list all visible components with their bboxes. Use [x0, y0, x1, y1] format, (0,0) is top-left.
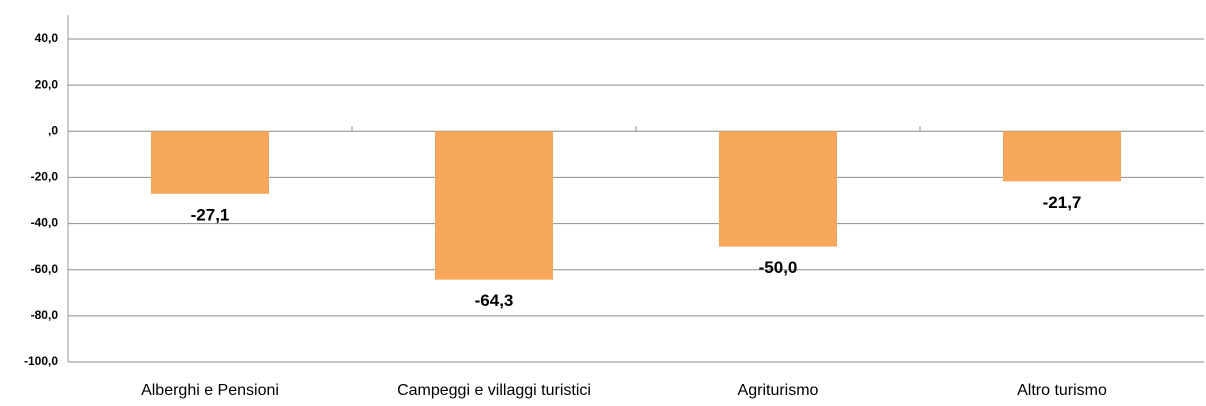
- x-tick-label: Campeggi e villaggi turistici: [397, 382, 591, 399]
- y-tick-label: -80,0: [31, 308, 59, 322]
- y-tick-label: -20,0: [31, 170, 59, 184]
- value-label: -64,3: [475, 291, 514, 310]
- y-tick-label: 40,0: [35, 31, 59, 45]
- bar: [151, 131, 269, 194]
- y-tick-label: -40,0: [31, 216, 59, 230]
- bar: [435, 131, 553, 280]
- value-label: -27,1: [191, 205, 230, 224]
- bar: [1003, 131, 1121, 182]
- value-label: -21,7: [1043, 193, 1082, 212]
- bar: [719, 131, 837, 247]
- y-tick-label: -60,0: [31, 262, 59, 276]
- y-tick-label: -100,0: [24, 354, 58, 368]
- x-tick-label: Altro turismo: [1017, 382, 1107, 399]
- x-tick-label: Agriturismo: [738, 382, 819, 399]
- y-tick-label: 20,0: [35, 77, 59, 91]
- x-tick-label: Alberghi e Pensioni: [141, 382, 279, 399]
- value-label: -50,0: [759, 258, 798, 277]
- y-tick-label: ,0: [48, 123, 58, 137]
